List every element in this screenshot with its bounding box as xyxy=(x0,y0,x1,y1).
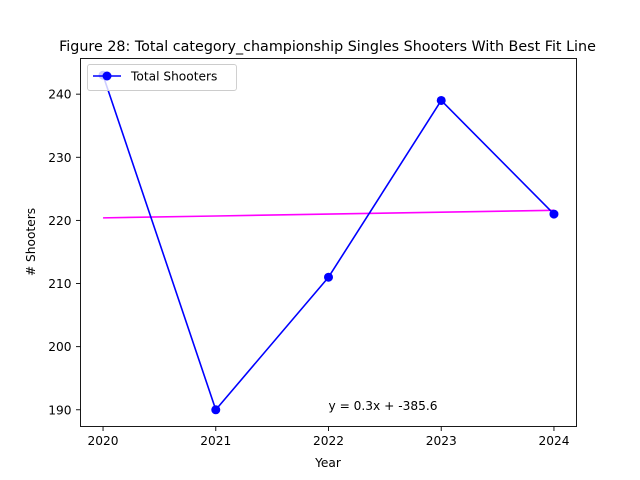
fit-equation-annotation: y = 0.3x + -385.6 xyxy=(329,399,438,413)
y-axis-label: # Shooters xyxy=(24,208,38,276)
legend-entry-total-shooters: Total Shooters xyxy=(130,70,217,84)
x-tick-label: 2022 xyxy=(313,434,344,448)
y-axis: 190 200 210 220 230 240 xyxy=(48,88,81,417)
data-point xyxy=(211,405,221,415)
data-point xyxy=(549,209,559,219)
chart-title: Figure 28: Total category_championship S… xyxy=(59,39,596,55)
y-tick-label: 200 xyxy=(48,340,71,354)
legend: Total Shooters xyxy=(87,64,237,91)
x-tick-label: 2021 xyxy=(200,434,231,448)
y-tick-label: 220 xyxy=(48,214,71,228)
legend-box xyxy=(87,64,237,91)
data-point xyxy=(436,95,446,105)
series-line-total-shooters xyxy=(102,74,555,411)
series-layer xyxy=(98,70,559,415)
x-tick-label: 2020 xyxy=(88,434,119,448)
series-line-best-fit-line xyxy=(103,209,554,219)
x-tick-label: 2024 xyxy=(538,434,569,448)
x-tick-label: 2023 xyxy=(426,434,457,448)
plot-area-frame xyxy=(80,58,577,427)
y-tick-label: 190 xyxy=(48,403,71,417)
y-tick-label: 240 xyxy=(48,88,71,102)
x-axis: 2020 2021 2022 2023 2024 xyxy=(88,426,570,448)
x-axis-label: Year xyxy=(314,456,342,470)
y-tick-label: 210 xyxy=(48,277,71,291)
legend-marker-swatch xyxy=(102,71,112,81)
y-tick-label: 230 xyxy=(48,151,71,165)
data-point xyxy=(324,272,333,282)
